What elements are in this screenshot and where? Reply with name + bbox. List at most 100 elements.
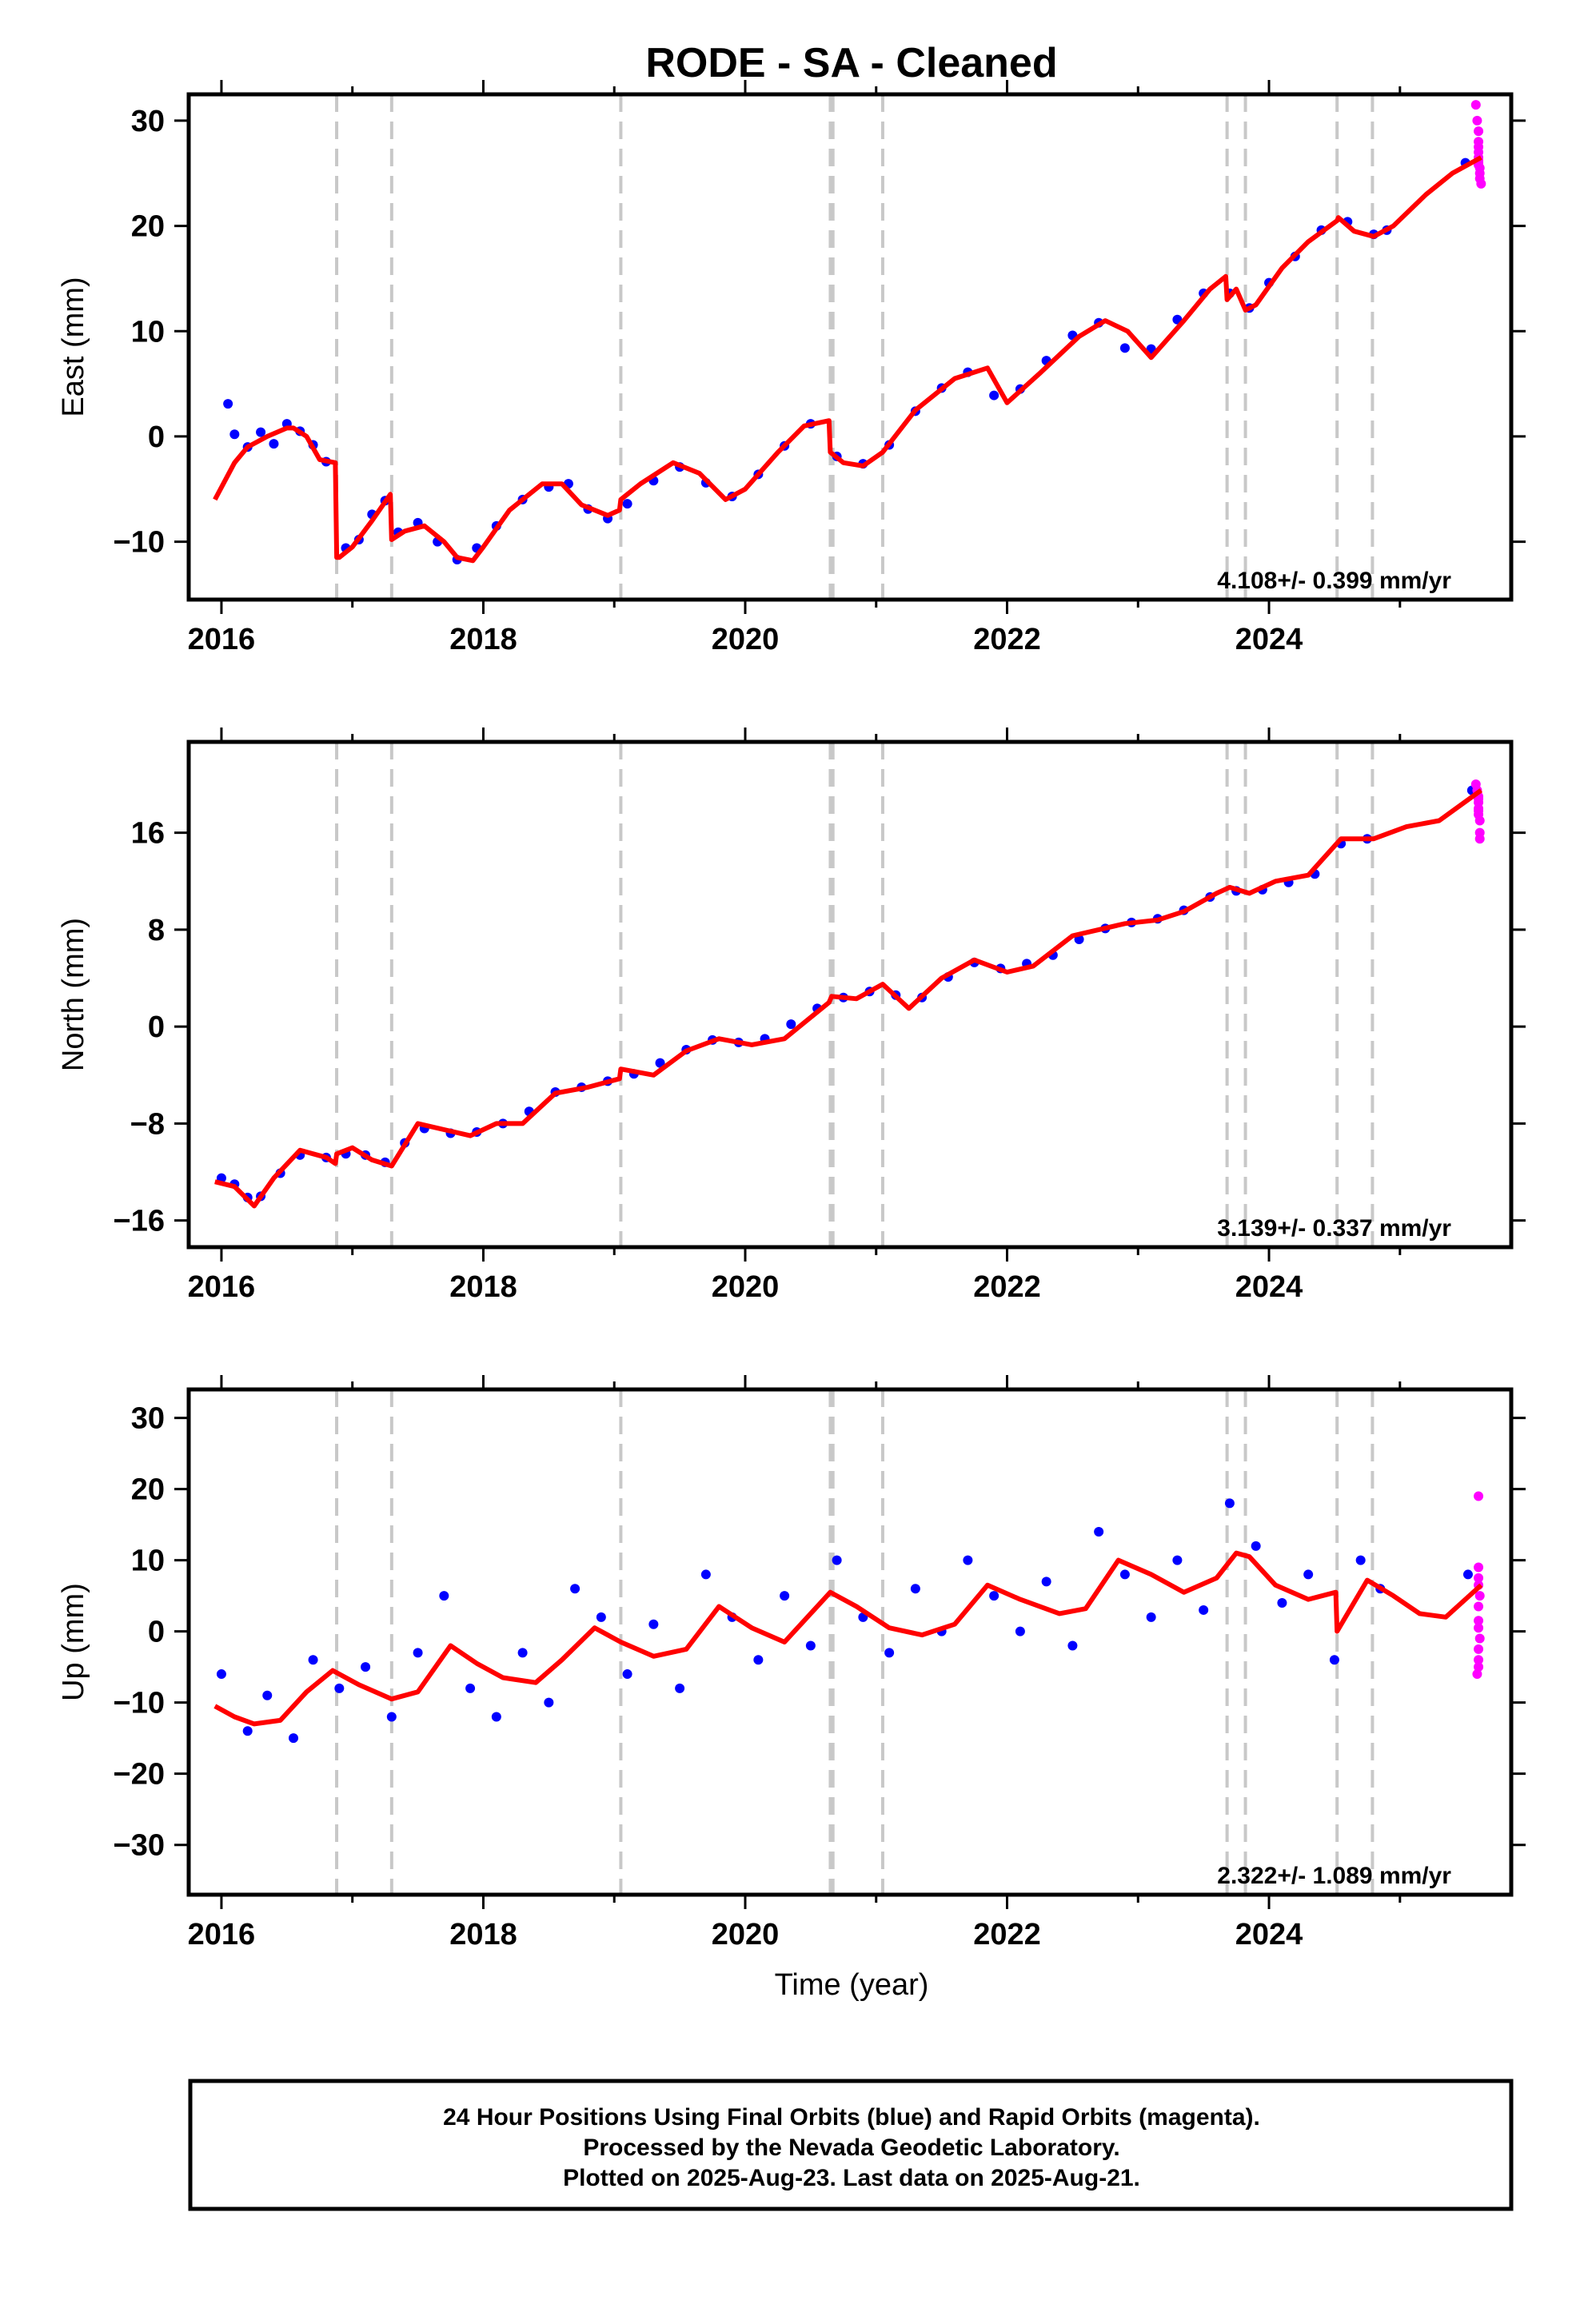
up-xtick-label: 2022 (973, 1918, 1041, 1951)
up-final-point (262, 1690, 273, 1700)
up-final-point (216, 1669, 226, 1680)
east-y-axis-label: East (mm) (57, 277, 90, 417)
north-ytick-label: 8 (148, 914, 165, 947)
up-final-point (700, 1569, 711, 1580)
east-ytick-label: 10 (131, 315, 165, 349)
up-plot-frame (186, 1387, 1514, 1897)
up-final-point (517, 1648, 528, 1658)
east-ytick-label: 20 (131, 210, 165, 244)
up-final-point (570, 1584, 581, 1594)
up-rapid-point (1474, 1644, 1484, 1654)
east-final-point (256, 427, 266, 437)
up-final-point (596, 1612, 606, 1622)
up-final-point (648, 1619, 659, 1629)
up-final-point (491, 1712, 501, 1722)
up-rapid-point (1474, 1623, 1484, 1633)
up-final-point (989, 1591, 999, 1601)
east-final-point (1119, 343, 1130, 353)
up-final-point (1277, 1598, 1287, 1608)
up-ytick-label: 20 (131, 1473, 165, 1507)
panels: 2016 2018 2020 2022 2024 −10 0 10 20 30 East (mm) 4… (57, 80, 1526, 1951)
north-rapid-point (1474, 834, 1485, 844)
north-rapid-point (1474, 815, 1485, 826)
up-final-point (1094, 1527, 1104, 1537)
up-ytick-label: 10 (131, 1545, 165, 1578)
east-rapid-point (1470, 100, 1481, 110)
up-rapid-point (1474, 1655, 1484, 1665)
up-velocity-label: 2.322+/- 1.089 mm/yr (1217, 1863, 1451, 1889)
x-axis-label: Time (year) (775, 1968, 929, 2002)
up-ytick-label: −10 (114, 1687, 165, 1720)
up-xtick-label: 2018 (449, 1918, 517, 1951)
up-final-point (1303, 1569, 1314, 1580)
up-xtick-label: 2024 (1235, 1918, 1303, 1951)
up-rapid-point (1474, 1633, 1485, 1644)
up-rapid-point (1474, 1562, 1484, 1573)
east-rapid-point (1476, 178, 1486, 189)
up-panel: 2016 2018 2020 2022 2024 −30 −20 −10 0 10 20 30 Up (… (57, 1375, 1526, 1951)
east-model-curve (213, 155, 1482, 564)
up-y-axis-label: Up (mm) (57, 1583, 90, 1701)
east-final-point (223, 399, 233, 409)
up-model-curve (213, 1550, 1483, 1727)
east-final-point (269, 439, 279, 449)
east-final-point (622, 499, 632, 509)
north-xtick-label: 2016 (188, 1270, 256, 1304)
north-model-curve (214, 788, 1483, 1209)
north-xtick-label: 2024 (1235, 1270, 1303, 1304)
north-xtick-label: 2018 (449, 1270, 517, 1304)
east-xtick-label: 2022 (973, 623, 1041, 656)
up-final-point (242, 1726, 253, 1736)
footer-line-2: Processed by the Nevada Geodetic Laborat… (583, 2135, 1119, 2161)
footer-box (188, 2079, 1514, 2211)
up-final-point (1041, 1577, 1051, 1587)
up-final-point (805, 1640, 816, 1651)
north-ytick-label: −16 (114, 1205, 165, 1238)
up-final-point (334, 1683, 345, 1693)
east-ytick-label: 30 (131, 105, 165, 138)
north-plot-frame (186, 739, 1514, 1250)
up-rapid-point (1474, 1491, 1484, 1501)
up-ytick-label: −30 (114, 1829, 165, 1863)
up-xtick-label: 2016 (188, 1918, 256, 1951)
up-rapid-point (1472, 1669, 1482, 1680)
up-final-point (1146, 1612, 1156, 1622)
east-ytick-label: 0 (148, 421, 165, 454)
north-y-axis-label: North (mm) (57, 918, 90, 1071)
up-rapid-point (1474, 1591, 1485, 1601)
up-final-point (1119, 1569, 1130, 1580)
up-final-point (439, 1591, 449, 1601)
north-panel: 2016 2018 2020 2022 2024 −16 −8 0 8 16 North (mm) 3… (57, 727, 1526, 1304)
east-panel: 2016 2018 2020 2022 2024 −10 0 10 20 30 East (mm) 4… (57, 80, 1526, 656)
east-xtick-label: 2016 (188, 623, 256, 656)
chart-title: RODE - SA - Cleaned (645, 40, 1057, 86)
east-xtick-label: 2018 (449, 623, 517, 656)
east-ytick-label: −10 (114, 526, 165, 560)
up-rapid-point (1474, 1601, 1484, 1612)
north-final-point (655, 1058, 665, 1068)
east-rapid-point (1472, 115, 1482, 126)
up-final-point (1199, 1604, 1209, 1615)
east-velocity-label: 4.108+/- 0.399 mm/yr (1217, 568, 1451, 594)
up-final-point (413, 1648, 423, 1658)
up-final-point (1067, 1640, 1078, 1651)
up-final-point (289, 1733, 299, 1744)
up-final-point (1015, 1626, 1025, 1636)
up-final-point (963, 1555, 973, 1565)
north-ytick-label: −8 (130, 1107, 165, 1141)
up-final-point (675, 1683, 685, 1693)
up-final-point (884, 1648, 895, 1658)
up-final-point (361, 1662, 371, 1672)
north-xtick-label: 2020 (712, 1270, 780, 1304)
up-final-point (1462, 1569, 1473, 1580)
up-final-point (1224, 1498, 1235, 1509)
up-final-point (465, 1683, 476, 1693)
up-ytick-label: 30 (131, 1402, 165, 1436)
up-final-point (1355, 1555, 1366, 1565)
up-ytick-label: −20 (114, 1758, 165, 1792)
up-final-point (910, 1584, 920, 1594)
north-velocity-label: 3.139+/- 0.337 mm/yr (1217, 1215, 1451, 1242)
up-final-point (1329, 1655, 1339, 1665)
